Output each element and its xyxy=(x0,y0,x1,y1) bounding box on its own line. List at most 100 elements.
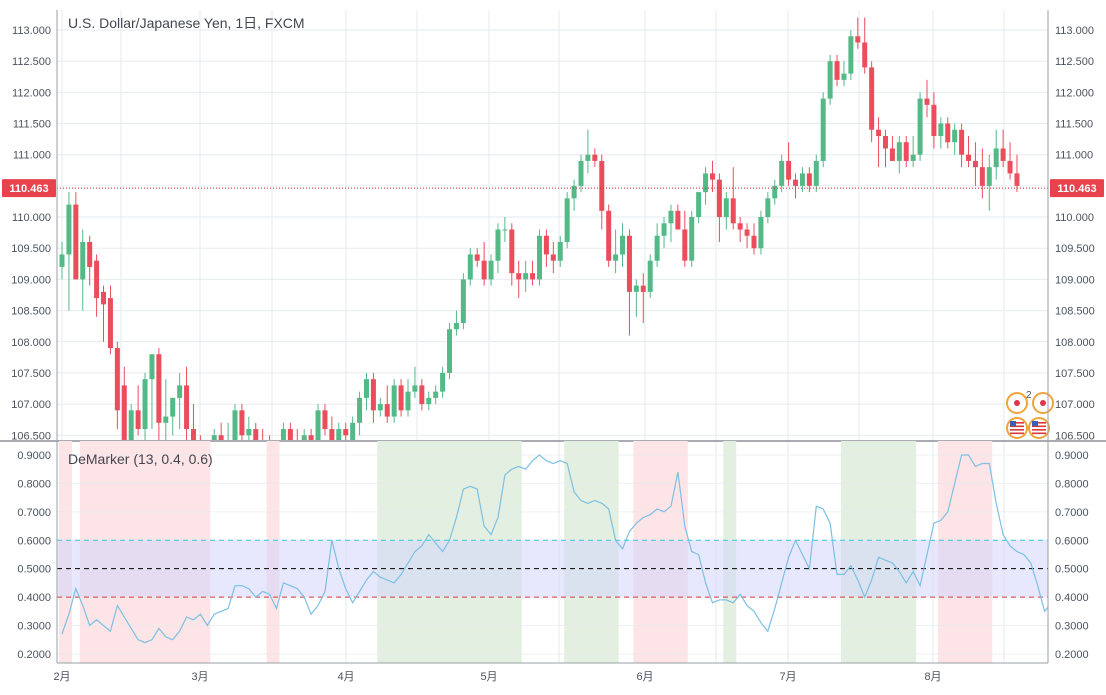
demarker-y-tick-right: 0.9000 xyxy=(1055,450,1089,462)
candle-body xyxy=(329,429,335,440)
candle-body xyxy=(163,416,169,423)
candle-body xyxy=(370,379,376,411)
candle-body xyxy=(924,98,930,105)
candle-body xyxy=(799,173,805,186)
candle-body xyxy=(876,129,882,136)
candle-body xyxy=(571,185,577,199)
candle-body xyxy=(190,429,196,440)
current-price-label-right: 110.463 xyxy=(1057,183,1096,195)
candle-body xyxy=(246,429,252,436)
us-flag-icon-stripe xyxy=(1032,425,1046,428)
candle-body xyxy=(654,235,660,261)
us-flag-icon-stripe xyxy=(1010,425,1024,428)
candle-body xyxy=(703,173,709,193)
candle-body xyxy=(232,410,238,440)
candle-body xyxy=(177,385,183,398)
price-y-tick-right: 112.500 xyxy=(1055,56,1094,68)
candle-body xyxy=(412,385,418,392)
candle-body xyxy=(557,241,563,261)
us-flag-icon-canton xyxy=(1032,421,1038,426)
candle-body xyxy=(433,391,439,398)
candle-body xyxy=(889,148,895,161)
demarker-y-tick-left: 0.5000 xyxy=(17,564,51,576)
candle-body xyxy=(620,235,626,255)
price-y-tick-right: 111.500 xyxy=(1055,119,1093,131)
candle-body xyxy=(647,260,653,292)
event-flag-icon-dot xyxy=(1014,400,1020,406)
us-flag-icon-stripe xyxy=(1032,429,1046,431)
us-flag-icon-stripe xyxy=(1010,429,1024,431)
candle-body xyxy=(737,223,743,230)
candles-group xyxy=(59,17,1020,440)
candle-body xyxy=(128,410,134,440)
candle-body xyxy=(405,391,411,411)
candle-body xyxy=(938,123,944,136)
candle-body xyxy=(709,173,715,180)
demarker-y-tick-right: 0.2000 xyxy=(1055,649,1089,661)
candle-body xyxy=(696,192,702,218)
price-y-tick-right: 106.500 xyxy=(1055,430,1095,442)
candle-body xyxy=(530,273,536,280)
candle-body xyxy=(613,254,619,261)
candle-body xyxy=(862,42,868,68)
candle-body xyxy=(986,167,992,186)
candle-body xyxy=(481,260,487,280)
candle-body xyxy=(211,435,217,440)
candle-body xyxy=(170,397,176,417)
price-y-tick-right: 109.500 xyxy=(1055,243,1095,255)
price-y-tick-left: 112.500 xyxy=(12,56,51,68)
demarker-y-tick-left: 0.3000 xyxy=(17,621,51,633)
price-y-tick-left: 108.000 xyxy=(11,337,51,349)
candle-body xyxy=(564,198,570,242)
candle-body xyxy=(440,372,446,392)
candle-body xyxy=(447,329,453,373)
candle-body xyxy=(543,235,549,255)
candle-body xyxy=(253,429,259,440)
candle-body xyxy=(675,210,681,230)
candle-body xyxy=(66,204,72,255)
price-y-tick-right: 112.000 xyxy=(1055,87,1094,99)
candle-body xyxy=(972,160,978,168)
demarker-line xyxy=(61,454,1048,644)
candle-body xyxy=(585,154,591,161)
candle-body xyxy=(239,410,245,436)
candle-body xyxy=(592,154,598,161)
us-flag-icon-stripe xyxy=(1010,422,1024,424)
price-y-tick-left: 111.000 xyxy=(13,150,51,162)
price-y-tick-right: 108.000 xyxy=(1055,337,1095,349)
candle-body xyxy=(59,254,65,267)
candle-body xyxy=(453,323,459,330)
event-count-badge: 2 xyxy=(1026,390,1032,401)
candle-body xyxy=(744,229,750,236)
candle-body xyxy=(813,160,819,186)
candle-body xyxy=(793,179,799,186)
candle-body xyxy=(550,254,556,261)
candle-body xyxy=(952,129,958,143)
candle-body xyxy=(114,347,120,411)
x-axis-label: 7月 xyxy=(779,671,796,683)
candle-body xyxy=(135,410,141,430)
candle-body xyxy=(336,429,342,440)
price-y-tick-left: 110.000 xyxy=(12,212,51,224)
candle-body xyxy=(502,229,508,231)
candle-body xyxy=(308,435,314,440)
candle-body xyxy=(827,61,833,99)
candle-body xyxy=(820,98,826,161)
candle-body xyxy=(156,354,162,423)
x-axis-label: 3月 xyxy=(191,671,208,683)
candle-body xyxy=(391,385,397,417)
demarker-y-tick-right: 0.8000 xyxy=(1055,478,1089,490)
candle-body xyxy=(384,404,390,417)
us-flag-icon-stripe xyxy=(1032,422,1046,424)
candle-body xyxy=(869,67,875,130)
candle-body xyxy=(426,397,432,405)
x-axis-label: 8月 xyxy=(924,671,941,683)
candle-body xyxy=(536,235,542,280)
candle-body xyxy=(350,422,356,440)
demarker-y-tick-right: 0.6000 xyxy=(1055,535,1089,547)
candle-body xyxy=(959,129,965,155)
candle-body xyxy=(488,260,494,280)
current-price-tag-left xyxy=(2,179,56,198)
